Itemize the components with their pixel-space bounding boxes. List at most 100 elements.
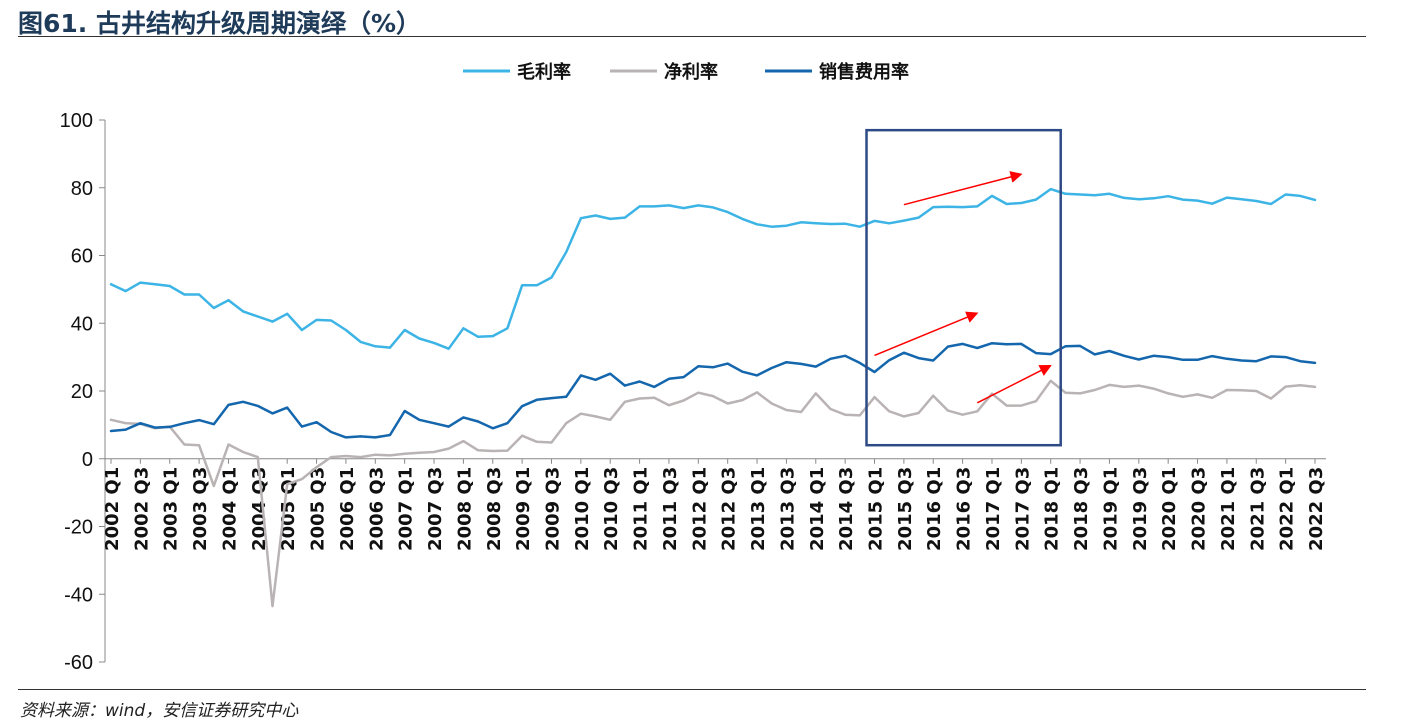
- x-tick-label: 2005 Q3: [308, 467, 329, 551]
- x-tick-label: 2013 Q3: [777, 467, 798, 551]
- data-point-sales-expense-ratio-2002-q4: [154, 426, 156, 428]
- data-point-gross-margin-2011-q4: [682, 207, 684, 209]
- data-point-gross-margin-2002-q1: [110, 283, 112, 285]
- data-point-net-margin-2019-q3: [1138, 384, 1140, 386]
- data-point-gross-margin-2012-q3: [727, 211, 729, 213]
- data-point-sales-expense-ratio-2019-q3: [1138, 358, 1140, 360]
- x-tick-label: 2017 Q1: [983, 467, 1004, 551]
- data-point-net-margin-2014-q1: [815, 392, 817, 394]
- data-point-net-margin-2021-q4: [1270, 397, 1272, 399]
- data-point-gross-margin-2013-q2: [771, 226, 773, 228]
- data-point-sales-expense-ratio-2009-q4: [565, 396, 567, 398]
- data-point-net-margin-2017-q3: [1020, 404, 1022, 406]
- data-point-sales-expense-ratio-2019-q1: [1108, 350, 1110, 352]
- data-point-sales-expense-ratio-2020-q1: [1167, 356, 1169, 358]
- x-tick-label: 2002 Q1: [102, 467, 123, 551]
- data-point-gross-margin-2003-q4: [213, 307, 215, 309]
- data-point-net-margin-2009-q2: [536, 441, 538, 443]
- data-point-gross-margin-2003-q2: [183, 293, 185, 295]
- data-point-net-margin-2003-q4: [213, 485, 215, 487]
- data-point-gross-margin-2004-q4: [271, 320, 273, 322]
- data-point-gross-margin-2010-q4: [624, 216, 626, 218]
- data-point-net-margin-2008-q2: [477, 449, 479, 451]
- x-tick-label: 2016 Q3: [954, 467, 975, 551]
- data-point-sales-expense-ratio-2008-q3: [492, 427, 494, 429]
- data-point-gross-margin-2013-q4: [800, 221, 802, 223]
- data-point-gross-margin-2008-q1: [462, 327, 464, 329]
- data-point-sales-expense-ratio-2007-q1: [404, 410, 406, 412]
- data-point-net-margin-2009-q3: [550, 441, 552, 443]
- data-point-sales-expense-ratio-2013-q4: [800, 363, 802, 365]
- data-point-sales-expense-ratio-2013-q3: [785, 361, 787, 363]
- data-point-gross-margin-2021-q4: [1270, 203, 1272, 205]
- data-point-net-margin-2021-q3: [1255, 390, 1257, 392]
- data-point-sales-expense-ratio-2007-q3: [433, 422, 435, 424]
- data-point-sales-expense-ratio-2014-q1: [815, 365, 817, 367]
- x-tick-label: 2014 Q1: [807, 467, 828, 551]
- data-point-gross-margin-2022-q1: [1284, 193, 1286, 195]
- x-tick-label: 2003 Q3: [190, 467, 211, 551]
- data-point-sales-expense-ratio-2008-q4: [506, 422, 508, 424]
- data-point-sales-expense-ratio-2011-q3: [668, 378, 670, 380]
- data-point-sales-expense-ratio-2008-q1: [462, 416, 464, 418]
- data-point-sales-expense-ratio-2009-q3: [550, 397, 552, 399]
- data-point-gross-margin-2016-q1: [932, 206, 934, 208]
- data-point-net-margin-2015-q1: [873, 396, 875, 398]
- data-point-gross-margin-2004-q2: [242, 310, 244, 312]
- data-point-net-margin-2002-q2: [125, 422, 127, 424]
- data-point-sales-expense-ratio-2004-q3: [257, 405, 259, 407]
- data-point-net-margin-2007-q1: [404, 453, 406, 455]
- data-point-sales-expense-ratio-2017-q4: [1035, 352, 1037, 354]
- data-point-sales-expense-ratio-2015-q4: [917, 357, 919, 359]
- data-point-sales-expense-ratio-2010-q4: [624, 384, 626, 386]
- series-line-net-margin: [109, 379, 1317, 608]
- data-point-gross-margin-2009-q2: [536, 284, 538, 286]
- data-point-sales-expense-ratio-2005-q1: [286, 406, 288, 408]
- data-point-gross-margin-2014-q2: [829, 223, 831, 225]
- data-point-net-margin-2008-q4: [506, 449, 508, 451]
- data-point-gross-margin-2007-q3: [433, 342, 435, 344]
- x-tick-label: 2010 Q1: [572, 467, 593, 551]
- data-point-net-margin-2019-q2: [1123, 386, 1125, 388]
- data-point-sales-expense-ratio-2021-q1: [1226, 358, 1228, 360]
- data-point-gross-margin-2018-q4: [1094, 194, 1096, 196]
- x-tick-label: 2013 Q1: [748, 467, 769, 551]
- data-point-gross-margin-2015-q1: [873, 220, 875, 222]
- data-point-gross-margin-2011-q1: [638, 205, 640, 207]
- data-point-sales-expense-ratio-2005-q4: [330, 431, 332, 433]
- data-point-sales-expense-ratio-2017-q3: [1020, 343, 1022, 345]
- data-point-gross-margin-2005-q4: [330, 319, 332, 321]
- trend-arrow-1: [903, 171, 1023, 206]
- chart-title: 图61. 古井结构升级周期演绎（%）: [18, 9, 422, 38]
- x-tick-label: 2019 Q1: [1100, 467, 1121, 551]
- data-point-gross-margin-2002-q3: [139, 281, 141, 283]
- data-point-sales-expense-ratio-2021-q2: [1240, 359, 1242, 361]
- data-point-sales-expense-ratio-2018-q4: [1094, 353, 1096, 355]
- data-point-sales-expense-ratio-2002-q3: [139, 422, 141, 424]
- data-point-net-margin-2007-q3: [433, 451, 435, 453]
- data-point-net-margin-2022-q3: [1314, 386, 1316, 388]
- y-tick-label: 40: [71, 313, 93, 335]
- data-point-gross-margin-2009-q4: [565, 251, 567, 253]
- x-tick-label: 2016 Q1: [924, 467, 945, 551]
- data-point-sales-expense-ratio-2017-q1: [991, 342, 993, 344]
- data-point-net-margin-2010-q1: [580, 413, 582, 415]
- x-tick-label: 2018 Q1: [1042, 467, 1063, 551]
- series-line-gross-margin: [109, 187, 1317, 350]
- data-point-sales-expense-ratio-2005-q2: [301, 425, 303, 427]
- data-point-gross-margin-2008-q4: [506, 327, 508, 329]
- data-point-sales-expense-ratio-2016-q1: [932, 359, 934, 361]
- data-point-net-margin-2021-q2: [1240, 389, 1242, 391]
- data-point-net-margin-2014-q4: [859, 414, 861, 416]
- data-point-sales-expense-ratio-2019-q2: [1123, 355, 1125, 357]
- data-point-sales-expense-ratio-2006-q3: [374, 436, 376, 438]
- x-tick-label: 2007 Q1: [396, 467, 417, 551]
- data-point-net-margin-2012-q1: [697, 392, 699, 394]
- data-point-gross-margin-2021-q2: [1240, 198, 1242, 200]
- data-point-net-margin-2015-q4: [917, 412, 919, 414]
- data-point-net-margin-2008-q1: [462, 440, 464, 442]
- data-point-net-margin-2005-q4: [330, 456, 332, 458]
- x-tick-label: 2010 Q3: [601, 467, 622, 551]
- data-point-gross-margin-2003-q1: [169, 285, 171, 287]
- data-point-net-margin-2005-q1: [286, 483, 288, 485]
